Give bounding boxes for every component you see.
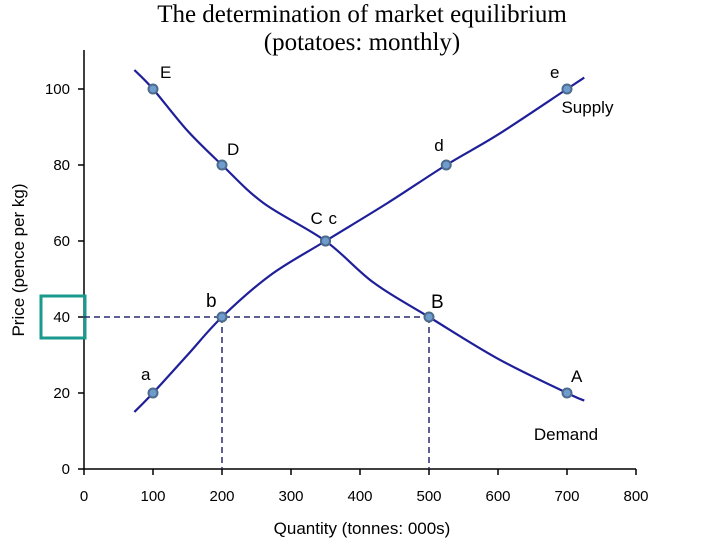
x-tick-label: 500 bbox=[416, 488, 441, 505]
x-tick-label: 0 bbox=[80, 488, 88, 505]
y-tick-label: 60 bbox=[53, 233, 70, 250]
x-tick-label: 200 bbox=[209, 488, 234, 505]
supply-curve bbox=[133, 76, 585, 413]
y-tick-label: 0 bbox=[62, 461, 70, 478]
demand-point-B bbox=[423, 311, 435, 323]
label-D: D bbox=[227, 140, 239, 159]
label-b: b bbox=[206, 291, 217, 312]
x-tick-label: 600 bbox=[485, 488, 510, 505]
x-tick-label: 700 bbox=[554, 488, 579, 505]
label-c: c bbox=[329, 209, 338, 228]
equilibrium-guides bbox=[84, 316, 430, 469]
curves bbox=[133, 69, 585, 413]
demand-point-E bbox=[147, 83, 159, 95]
supply-point-a bbox=[147, 387, 159, 399]
chart-title-line-1: The determination of market equilibrium bbox=[157, 1, 567, 28]
supply-point-e bbox=[561, 83, 573, 95]
label-E: E bbox=[160, 63, 171, 82]
y-tick-label: 80 bbox=[53, 157, 70, 174]
demand-curve bbox=[133, 69, 585, 402]
label-A: A bbox=[571, 367, 583, 386]
x-tick-label: 300 bbox=[278, 488, 303, 505]
y-axis-label: Price (pence per kg) bbox=[9, 183, 28, 336]
y-tick-label: 100 bbox=[45, 81, 70, 98]
x-tick-label: 100 bbox=[140, 488, 165, 505]
supply-point-c bbox=[320, 235, 331, 247]
label-e: e bbox=[550, 63, 559, 82]
supply-point-d bbox=[440, 159, 452, 171]
curve-points bbox=[147, 83, 573, 399]
y-tick-label: 40 bbox=[53, 309, 70, 326]
demand-point-D bbox=[216, 159, 228, 171]
axes: 0 100 200 300 400 500 600 700 800 0 20 40 60 80 100 bbox=[39, 50, 649, 505]
supply-point-b bbox=[216, 311, 228, 323]
supply-series-label: Supply bbox=[561, 98, 613, 117]
y-tick-label: 20 bbox=[53, 385, 70, 402]
x-axis-label: Quantity (tonnes: 000s) bbox=[274, 519, 451, 538]
label-C: C bbox=[311, 209, 323, 228]
label-d: d bbox=[434, 136, 443, 155]
demand-point-A bbox=[561, 387, 573, 399]
label-a: a bbox=[141, 365, 151, 384]
chart-title-line-2: (potatoes: monthly) bbox=[264, 29, 461, 56]
x-tick-label: 400 bbox=[347, 488, 372, 505]
label-B: B bbox=[431, 292, 444, 313]
x-tick-label: 800 bbox=[623, 488, 648, 505]
demand-series-label: Demand bbox=[534, 425, 598, 444]
